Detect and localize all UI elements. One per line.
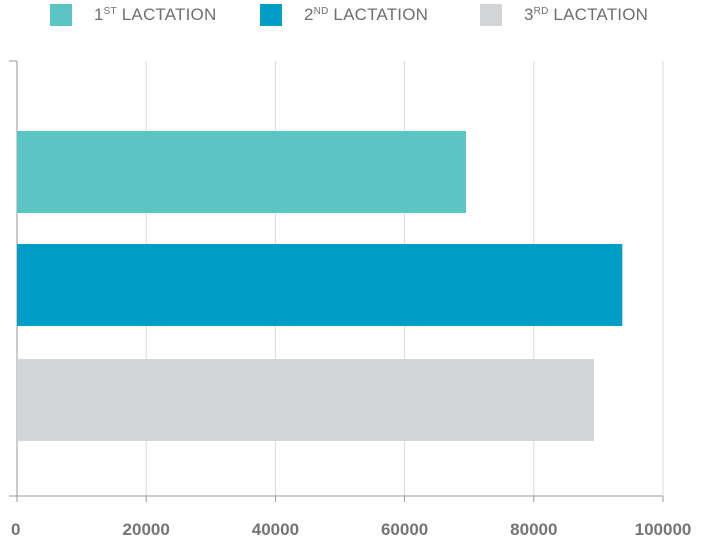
legend-label-2nd: 2ND LACTATION <box>304 5 429 24</box>
legend-item-2nd-lactation: 2ND LACTATION <box>260 4 428 26</box>
x-tick-label-40000: 40000 <box>252 520 299 539</box>
legend-label-1st: 1ST LACTATION <box>94 5 217 24</box>
x-tick-label-100000: 100000 <box>635 520 692 539</box>
bar-2 <box>17 244 623 326</box>
legend-swatch-2nd <box>260 4 282 26</box>
legend-label-3rd: 3RD LACTATION <box>524 5 649 24</box>
legend-item-3rd-lactation: 3RD LACTATION <box>480 4 648 26</box>
legend-swatch-3rd <box>480 4 502 26</box>
legend-item-1st-lactation: 1ST LACTATION <box>50 4 216 26</box>
x-tick-label-60000: 60000 <box>381 520 428 539</box>
x-tick-label-80000: 80000 <box>510 520 557 539</box>
bar-1 <box>17 131 466 213</box>
x-tick-label-0: 0 <box>11 520 20 539</box>
x-tick-label-20000: 20000 <box>123 520 170 539</box>
bar-3 <box>17 359 594 441</box>
legend-swatch-1st <box>50 4 72 26</box>
legend: 1ST LACTATION 2ND LACTATION 3RD LACTATIO… <box>0 0 716 30</box>
